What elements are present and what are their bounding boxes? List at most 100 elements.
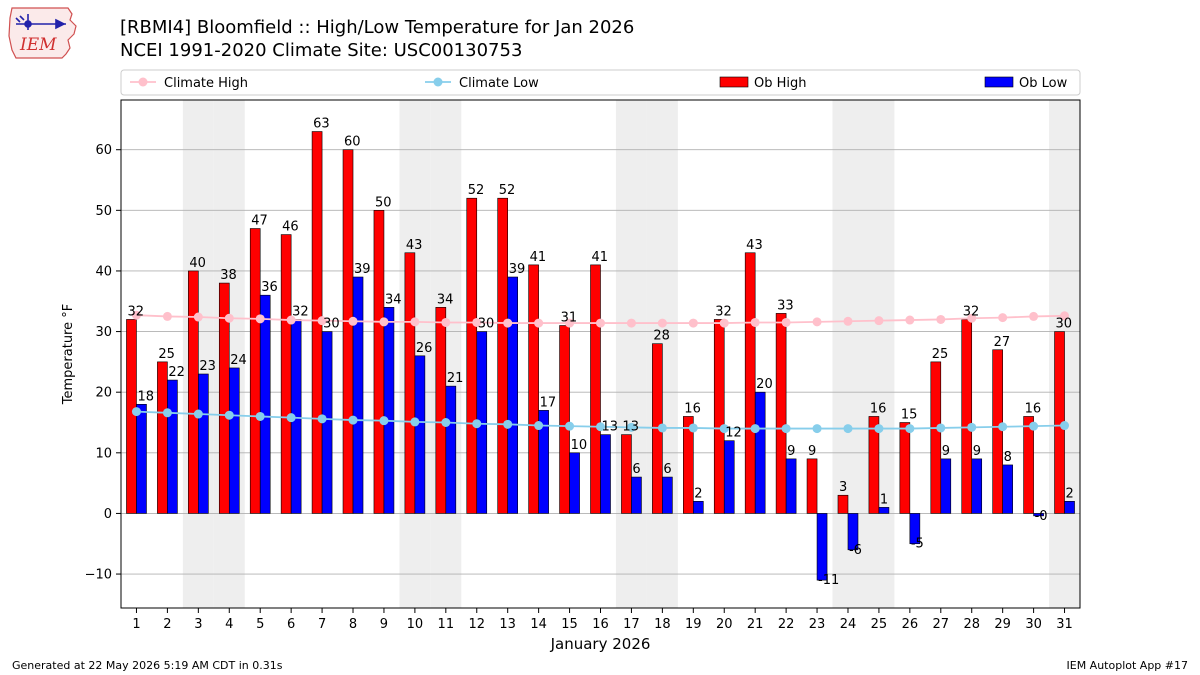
ob-high-label-14: 41 <box>530 250 547 265</box>
climate-low-point-5 <box>255 411 265 421</box>
ob-high-bar-1 <box>126 319 137 514</box>
ob-low-bar-2 <box>167 379 178 514</box>
ob-high-label-8: 60 <box>344 135 361 150</box>
ob-low-bar-3 <box>198 373 209 514</box>
ob-low-bar-15 <box>569 452 580 514</box>
climate-high-point-26 <box>905 315 915 325</box>
climate-low-point-17 <box>626 422 636 432</box>
ob-low-bar-30 <box>1033 513 1044 517</box>
ob-low-bar-26 <box>909 513 921 545</box>
ob-high-bar-8 <box>342 149 354 514</box>
climate-high-point-12 <box>472 317 482 327</box>
x-tick-label-11: 11 <box>438 617 455 632</box>
climate-high-point-15 <box>565 318 575 328</box>
ob-low-label-22: 9 <box>787 444 795 459</box>
x-tick-label-17: 17 <box>623 617 640 632</box>
x-tick-label-26: 26 <box>902 617 919 632</box>
x-tick-label-8: 8 <box>349 617 357 632</box>
climate-low-point-21 <box>750 424 760 434</box>
climate-low-point-26 <box>905 424 915 434</box>
weather-station-icon <box>15 14 66 30</box>
chart-title: [RBMI4] Bloomfield :: High/Low Temperatu… <box>120 17 635 38</box>
ob-low-label-9: 34 <box>385 292 402 307</box>
ob-low-bar-31 <box>1064 501 1075 514</box>
x-tick-label-23: 23 <box>809 617 826 632</box>
ob-high-label-28: 32 <box>963 304 980 319</box>
ob-high-label-23: 9 <box>808 444 816 459</box>
ob-high-bar-9 <box>373 210 385 514</box>
climate-high-point-21 <box>750 317 760 327</box>
climate-low-point-1 <box>131 407 141 417</box>
ob-high-label-17: 13 <box>622 420 639 435</box>
climate-high-point-5 <box>255 314 265 324</box>
climate-high-point-20 <box>719 318 729 328</box>
ob-high-bar-20 <box>713 319 725 514</box>
ob-high-label-31: 30 <box>1056 317 1073 332</box>
ob-low-label-19: 2 <box>694 486 702 501</box>
ob-high-label-13: 52 <box>499 183 516 198</box>
ob-high-bar-14 <box>528 264 539 514</box>
x-axis-label: January 2026 <box>550 635 651 653</box>
x-tick-label-22: 22 <box>778 617 795 632</box>
climate-high-point-1 <box>131 310 141 320</box>
ob-low-bar-18 <box>662 476 673 514</box>
climate-low-point-6 <box>286 413 296 423</box>
y-tick-label-50: 50 <box>95 204 112 219</box>
ob-high-bar-26 <box>899 422 911 514</box>
climate-lines <box>131 310 1070 434</box>
climate-high-point-2 <box>162 311 172 321</box>
ob-low-label-3: 23 <box>199 359 216 374</box>
ob-low-legend-label: Ob Low <box>1019 76 1068 91</box>
ob-low-label-7: 30 <box>323 317 340 332</box>
ob-high-label-5: 47 <box>251 214 268 229</box>
iowa-state-outline-icon <box>8 7 77 59</box>
ob-low-label-26: -5 <box>911 537 924 552</box>
climate-high-point-9 <box>379 317 389 327</box>
climate-high-point-14 <box>534 318 544 328</box>
climate-low-point-13 <box>503 419 513 429</box>
climate-high-point-22 <box>781 317 791 327</box>
climate-high-point-28 <box>967 313 977 323</box>
x-tick-label-21: 21 <box>747 617 764 632</box>
logo-text: IEM <box>19 35 57 55</box>
ob-low-bar-10 <box>414 355 426 514</box>
ob-high-label-19: 16 <box>684 401 701 416</box>
ob-high-bar-3 <box>188 270 199 514</box>
bars <box>126 131 1075 581</box>
x-tick-label-2: 2 <box>163 617 171 632</box>
climate-low-point-7 <box>317 414 327 424</box>
iem-logo: IEM <box>8 7 77 59</box>
ob-low-label-20: 12 <box>725 426 742 441</box>
generated-timestamp: Generated at 22 May 2026 5:19 AM CDT in … <box>12 659 283 672</box>
y-axis-label: Temperature °F <box>61 304 76 405</box>
ob-low-label-28: 9 <box>973 444 981 459</box>
ob-low-label-11: 21 <box>447 371 464 386</box>
ob-low-label-31: 2 <box>1066 486 1074 501</box>
climate-low-point-8 <box>348 415 358 425</box>
ob-high-bar-11 <box>435 307 447 514</box>
climate-low-point-10 <box>410 417 420 427</box>
climate-high-point-29 <box>998 313 1008 323</box>
ob-high-label-12: 52 <box>468 183 485 198</box>
climate-high-point-16 <box>596 318 605 328</box>
ob-high-bar-29 <box>992 349 1003 514</box>
ob-low-bar-8 <box>352 276 364 514</box>
climate-high-point-24 <box>843 316 853 326</box>
ob-high-bar-17 <box>621 434 632 514</box>
legend-box <box>120 69 1081 96</box>
x-tick-label-1: 1 <box>132 617 140 632</box>
y-tick-label-10: 10 <box>95 446 112 461</box>
ob-high-label-10: 43 <box>406 238 423 253</box>
ob-low-label-12: 30 <box>478 317 495 332</box>
x-tick-label-20: 20 <box>716 617 733 632</box>
ob-high-label-22: 33 <box>777 298 794 313</box>
ob-low-label-25: 1 <box>880 492 888 507</box>
ob-low-bar-20 <box>723 440 735 514</box>
climate-high-point-19 <box>688 318 698 328</box>
ob-high-bar-21 <box>744 252 756 514</box>
x-tick-label-13: 13 <box>499 617 516 632</box>
x-tick-label-4: 4 <box>225 617 233 632</box>
climate-high-point-3 <box>193 312 203 322</box>
ob-high-bar-6 <box>280 234 292 514</box>
